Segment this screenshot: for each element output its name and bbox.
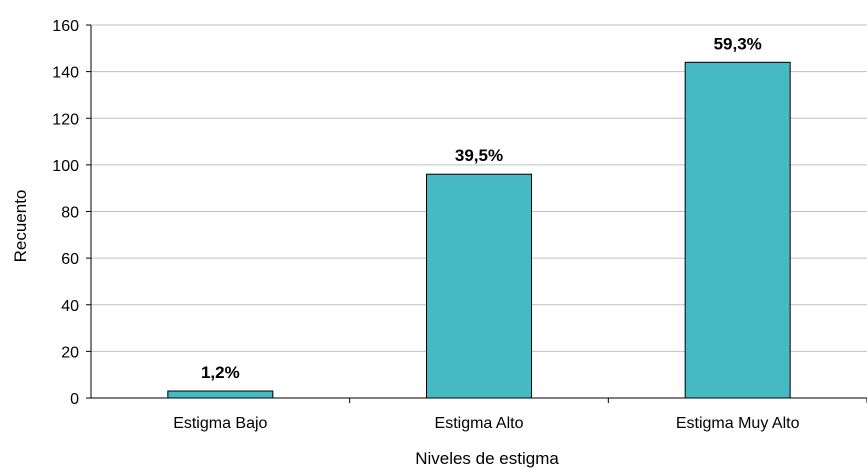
bar [684,61,791,399]
x-category-label: Estigma Muy Alto [676,415,800,432]
data-label: 1,2% [201,363,240,382]
x-category-label: Estigma Alto [435,415,524,432]
x-axis-categories: Estigma Bajo Estigma Alto Estigma Muy Alto [173,398,867,432]
y-tick-label: 0 [70,391,79,408]
y-tick-label: 100 [52,158,79,175]
bar [167,390,274,399]
y-tick-label: 60 [61,251,79,268]
y-tick-label: 40 [61,298,79,315]
x-axis-title: Niveles de estigma [415,449,559,468]
data-label: 39,5% [455,146,503,165]
y-tick-label: 20 [61,344,79,361]
bar [426,173,532,399]
y-tick-label: 160 [52,18,79,35]
y-tick-label: 80 [61,205,79,222]
y-axis-ticks: 0 20 40 60 80 100 120 140 160 [52,18,79,408]
y-tick-label: 120 [52,111,79,128]
x-category-label: Estigma Bajo [173,415,267,432]
y-tick-label: 140 [52,65,79,82]
data-label: 59,3% [714,34,762,53]
bars [167,61,791,399]
y-axis-title: Recuento [11,190,30,263]
data-labels: 1,2% 39,5% 59,3% [201,34,762,382]
